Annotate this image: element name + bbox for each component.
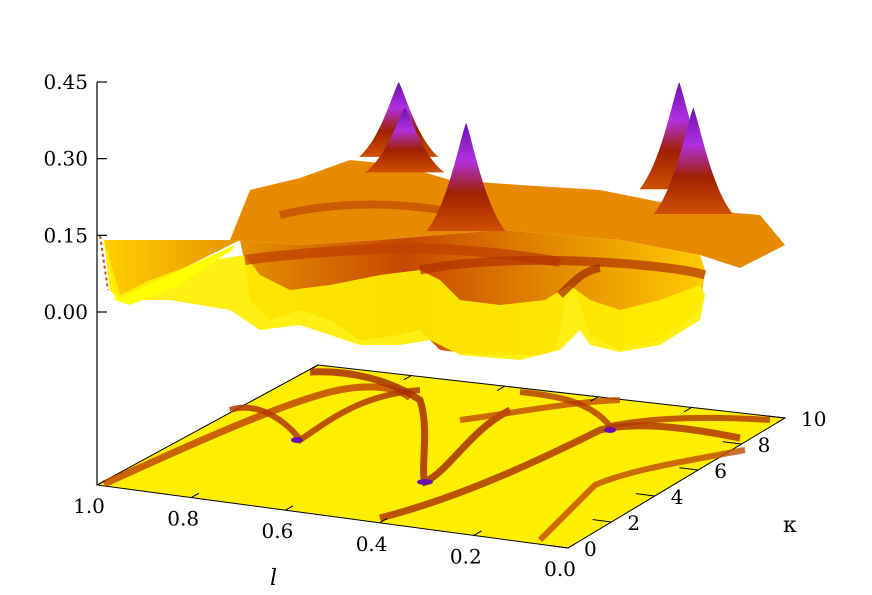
x-axis-title: l bbox=[270, 566, 277, 591]
x-tick-back bbox=[310, 364, 319, 370]
y-axis-title: κ bbox=[783, 513, 797, 538]
x-tick-label: 0.2 bbox=[450, 544, 482, 568]
base-peak-spot-3 bbox=[604, 427, 616, 433]
y-tick bbox=[635, 493, 655, 497]
base-plane-fill bbox=[95, 364, 787, 549]
base-ridge-7 bbox=[537, 447, 746, 543]
base-peak-spot-1 bbox=[291, 437, 303, 443]
y-tick-label: 6 bbox=[714, 459, 727, 483]
surface-band-3 bbox=[557, 264, 601, 298]
x-tick-back bbox=[683, 406, 692, 413]
x-tick bbox=[567, 543, 576, 549]
z-tick-label: 0.45 bbox=[43, 70, 88, 94]
x-tick bbox=[96, 480, 105, 486]
surface-peak bbox=[426, 122, 506, 232]
surface-back bbox=[230, 160, 785, 268]
x-tick-label: 0.0 bbox=[544, 557, 576, 581]
z-tick-label: 0.00 bbox=[43, 300, 88, 324]
x-tick-label: 0.4 bbox=[356, 532, 388, 556]
x-tick-back bbox=[777, 417, 786, 423]
surface-yellow-front bbox=[104, 240, 705, 360]
x-tick-label: 1.0 bbox=[73, 494, 105, 518]
z-tick-label: 0.30 bbox=[43, 147, 88, 171]
y-tick-label: 8 bbox=[758, 433, 771, 457]
base-ridge-3 bbox=[309, 368, 512, 487]
z-tick-label: 0.15 bbox=[43, 223, 88, 247]
contour-base-plane bbox=[95, 364, 787, 549]
x-tick-label: 0.8 bbox=[167, 507, 199, 531]
surface-peak bbox=[653, 107, 733, 215]
y-tick bbox=[766, 415, 786, 419]
x-tick bbox=[379, 517, 388, 524]
x-tick bbox=[473, 530, 482, 536]
x-tick-back bbox=[496, 385, 506, 391]
surface-left-flank bbox=[104, 240, 235, 305]
surface-3d bbox=[99, 82, 785, 360]
base-ridge-5 bbox=[459, 397, 621, 423]
y-tick bbox=[679, 467, 699, 471]
base-ridge-1 bbox=[102, 383, 413, 488]
y-tick bbox=[549, 544, 569, 549]
y-tick-label: 10 bbox=[801, 407, 826, 431]
x-tick bbox=[190, 492, 200, 499]
surface-band-4 bbox=[279, 200, 441, 219]
base-ridge-6 bbox=[519, 389, 771, 430]
surface-peak bbox=[365, 107, 445, 173]
surface-peaks bbox=[359, 82, 733, 232]
base-ridge-4 bbox=[379, 422, 741, 522]
surface-band-1 bbox=[244, 242, 561, 267]
base-peak-spot-2 bbox=[417, 479, 433, 485]
surface-band-2 bbox=[419, 255, 707, 280]
y-tick-label: 4 bbox=[671, 485, 684, 509]
plane-tick-marks bbox=[96, 364, 786, 549]
y-tick-label: 2 bbox=[627, 511, 640, 535]
y-tick bbox=[722, 441, 742, 445]
x-tick-label: 0.6 bbox=[261, 519, 293, 543]
y-axis-labels: 0 2 4 6 8 10 bbox=[584, 407, 826, 561]
z-axis-ticks bbox=[97, 81, 107, 313]
y-tick-label: 0 bbox=[584, 537, 597, 561]
x-tick bbox=[285, 505, 294, 511]
y-tick bbox=[592, 519, 612, 523]
x-tick-back bbox=[403, 375, 412, 381]
x-tick-back bbox=[590, 396, 599, 402]
x-axis-labels: 1.0 0.8 0.6 0.4 0.2 0.0 bbox=[73, 494, 576, 581]
z-axis-labels: 0.00 0.15 0.30 0.45 bbox=[43, 70, 88, 324]
